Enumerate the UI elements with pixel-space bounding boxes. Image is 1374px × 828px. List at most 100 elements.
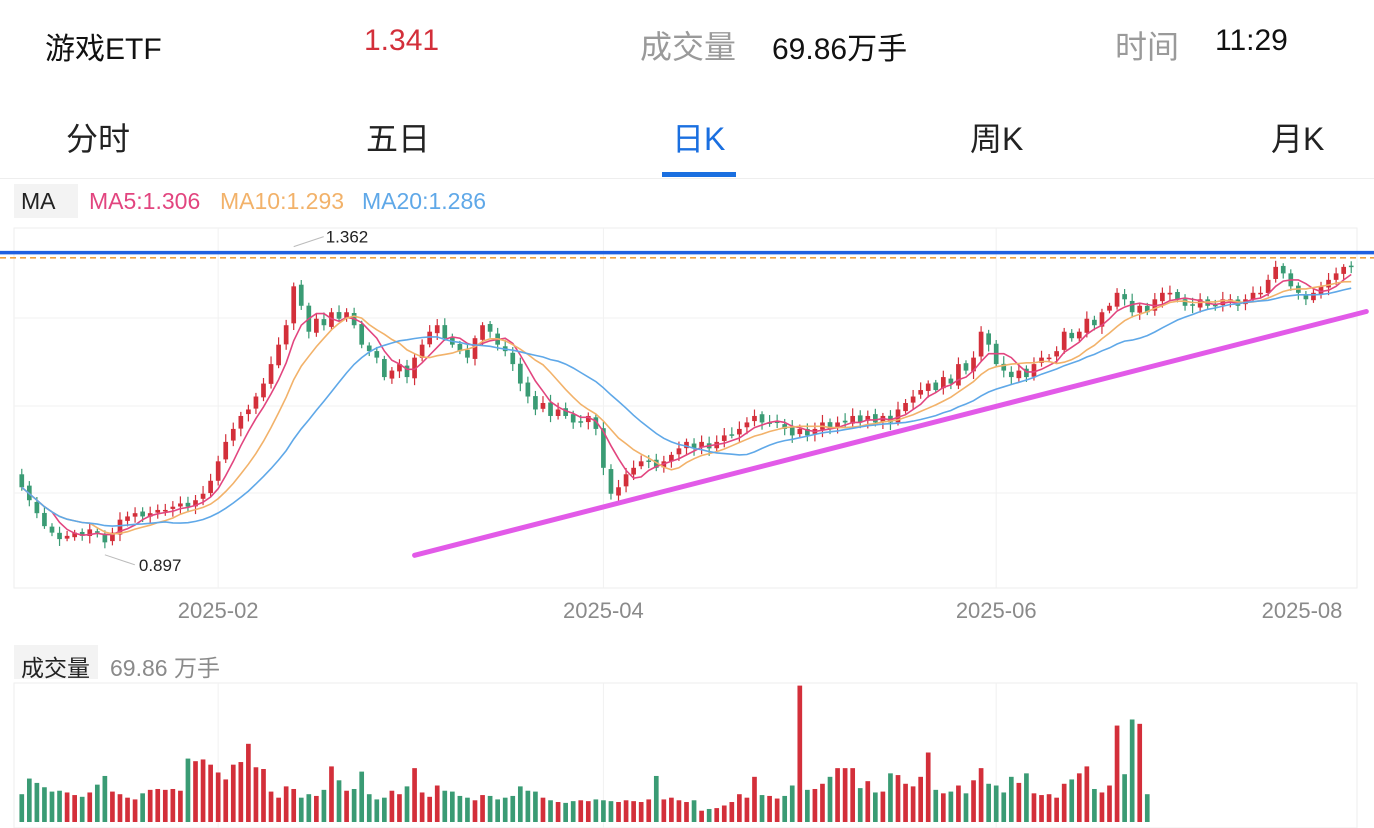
candle-body [223, 441, 229, 460]
candle-body [585, 415, 591, 423]
candle-body [102, 533, 108, 543]
candle-body [986, 333, 991, 345]
volume-bar [623, 800, 629, 822]
candle-body [298, 284, 304, 306]
ma-legend-box[interactable] [14, 184, 78, 218]
tab-monthly-k[interactable]: 月K [1271, 121, 1325, 157]
candle-body [125, 516, 130, 521]
candle-body [1061, 331, 1067, 350]
candle-body [246, 409, 251, 415]
volume-bar [782, 795, 788, 822]
candle-body [1190, 304, 1195, 306]
security-name: 游戏ETF [45, 33, 162, 66]
candle-body [827, 422, 833, 429]
ma5-value: MA5:1.306 [89, 188, 201, 214]
volume-bar [548, 800, 553, 822]
volume-bar [359, 771, 365, 822]
volume-bar [797, 685, 803, 822]
volume-bar [616, 802, 621, 822]
volume-bar [64, 792, 70, 822]
candle-body [389, 370, 395, 379]
candle-body [321, 319, 327, 326]
volume-bar [1008, 776, 1014, 822]
volume-bar [412, 768, 417, 822]
candle-body [366, 345, 372, 352]
candle-body [1069, 332, 1075, 339]
volume-bar [487, 795, 493, 822]
candle-body [676, 448, 682, 455]
tab-five-day[interactable]: 五日 [366, 121, 431, 157]
candle-body [442, 325, 448, 339]
candle-body [1220, 299, 1226, 306]
candle-body [548, 402, 553, 416]
volume-bar [638, 802, 644, 822]
volume-plot-frame [13, 682, 1358, 828]
candle-body [669, 454, 674, 462]
volume-legend-box[interactable] [14, 645, 98, 679]
volume-bar [155, 788, 161, 822]
volume-bar [185, 758, 191, 822]
volume-bar [87, 792, 93, 822]
volume-bar [684, 802, 689, 822]
volume-bar [268, 791, 274, 822]
candle-body [110, 532, 115, 542]
candle-body [155, 509, 161, 513]
volume-bar [102, 775, 108, 822]
volume-bar [1144, 794, 1150, 822]
candle-body [1280, 265, 1286, 274]
candle-body [752, 415, 757, 422]
volume-bar [737, 794, 742, 822]
tab-weekly-k[interactable]: 周K [970, 121, 1024, 157]
candle-body [34, 501, 40, 514]
volume-bar [404, 786, 410, 822]
volume-bar [555, 802, 561, 822]
x-tick-label: 2025-02 [178, 598, 259, 623]
volume-bar [34, 782, 40, 822]
candle-body [978, 331, 984, 357]
volume-bar [978, 768, 984, 822]
candle-body [933, 382, 939, 391]
candle-body [1311, 292, 1316, 301]
candle-body [903, 403, 908, 412]
last-price: 1.341 [364, 24, 440, 57]
volume-bar [789, 785, 795, 822]
candle-body [344, 312, 349, 318]
volume-bar [1084, 766, 1090, 822]
candle-body [805, 428, 810, 436]
volume-bar [480, 795, 485, 822]
candle-body [472, 338, 478, 359]
candle-body [797, 428, 803, 435]
candle-body [397, 364, 402, 372]
candle-body [744, 422, 750, 428]
low-annotation: 0.897 [139, 556, 182, 575]
volume-bar [1099, 792, 1105, 822]
candle-body [1182, 299, 1188, 306]
volume-bar [230, 764, 236, 822]
volume-bar [925, 752, 931, 822]
volume-bar [457, 795, 463, 822]
volume-bar [178, 790, 183, 822]
candle-body [1167, 292, 1173, 295]
volume-bar [306, 794, 312, 822]
high-annotation-leader [293, 236, 324, 248]
candle-body [850, 415, 856, 424]
volume-bar [427, 796, 433, 822]
x-tick-label: 2025-04 [563, 598, 644, 623]
period-tabs: 分时 五日 日K 周K 月K [0, 100, 1374, 179]
tab-daily-k[interactable]: 日K [672, 121, 726, 157]
tab-intraday[interactable]: 分时 [66, 121, 131, 157]
candle-body [782, 424, 788, 429]
candle-body [1129, 300, 1135, 313]
candle-body [1024, 368, 1029, 378]
candle-body [918, 390, 924, 395]
volume-bar [517, 786, 523, 822]
volume-bar [253, 767, 259, 822]
volume-bar [850, 768, 856, 822]
candle-body [1137, 305, 1143, 313]
volume-bar [774, 798, 780, 822]
volume-bar [1076, 773, 1082, 822]
volume-bar [533, 791, 538, 822]
volume-bar [449, 791, 455, 822]
volume-bar [329, 766, 334, 822]
